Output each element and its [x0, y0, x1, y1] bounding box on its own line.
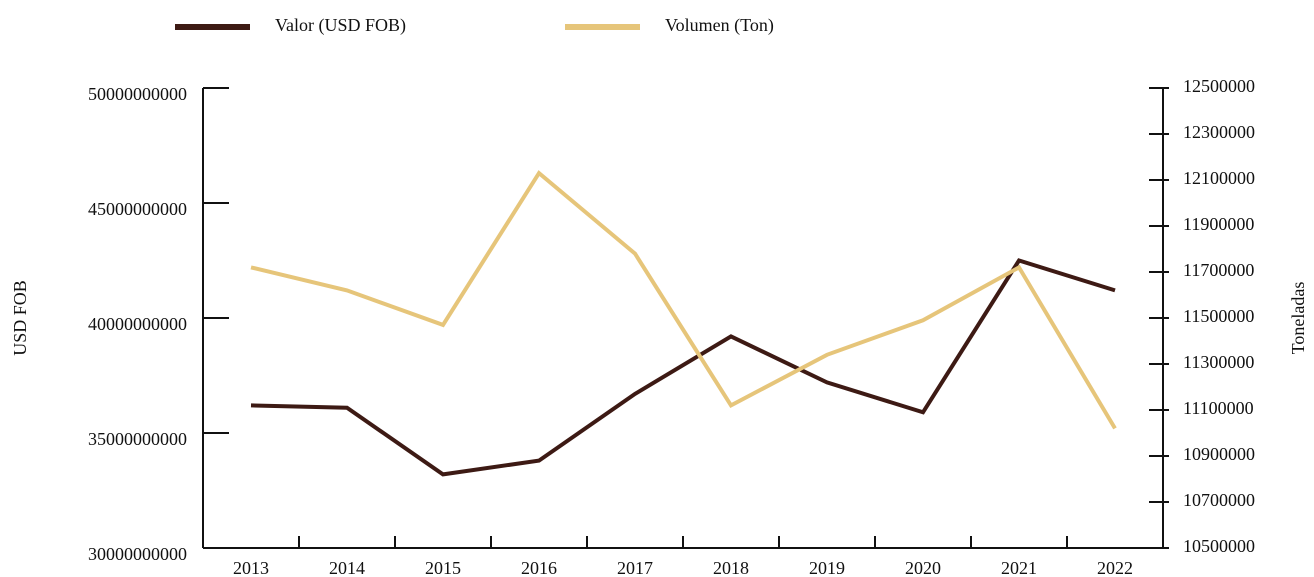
legend-label: Volumen (Ton): [665, 15, 774, 36]
y2-tick-label: 12300000: [1183, 122, 1255, 142]
x-tick-label: 2016: [521, 558, 557, 577]
y2-tick-label: 10500000: [1183, 536, 1255, 556]
y2-tick-label: 11500000: [1183, 306, 1254, 326]
x-tick-label: 2015: [425, 558, 461, 577]
series-line: [250, 258, 1116, 477]
y-tick-label: 30000000000: [88, 544, 187, 564]
x-tick-label: 2017: [617, 558, 653, 577]
y-tick-label: 35000000000: [88, 429, 187, 449]
y2-axis-label: Toneladas: [1288, 282, 1308, 355]
y-tick-label: 40000000000: [88, 314, 187, 334]
y-tick-label: 50000000000: [88, 84, 187, 104]
legend-label: Valor (USD FOB): [275, 15, 406, 36]
y2-tick-label: 12500000: [1183, 76, 1255, 96]
y2-tick-label: 11100000: [1183, 398, 1254, 418]
x-tick-label: 2019: [809, 558, 845, 577]
x-tick-label: 2014: [329, 558, 365, 577]
x-tick-label: 2022: [1097, 558, 1133, 577]
y-axis-label: USD FOB: [10, 280, 30, 356]
x-tick-label: 2021: [1001, 558, 1037, 577]
y2-tick-label: 11900000: [1183, 214, 1254, 234]
y2-tick-label: 11300000: [1183, 352, 1254, 372]
x-tick-label: 2013: [233, 558, 269, 577]
x-tick-label: 2018: [713, 558, 749, 577]
y2-tick-label: 10900000: [1183, 444, 1255, 464]
y2-tick-label: 11700000: [1183, 260, 1254, 280]
y-tick-label: 45000000000: [88, 199, 187, 219]
y2-tick-label: 10700000: [1183, 490, 1255, 510]
x-tick-label: 2020: [905, 558, 941, 577]
series-line: [250, 170, 1117, 430]
y2-tick-label: 12100000: [1183, 168, 1255, 188]
